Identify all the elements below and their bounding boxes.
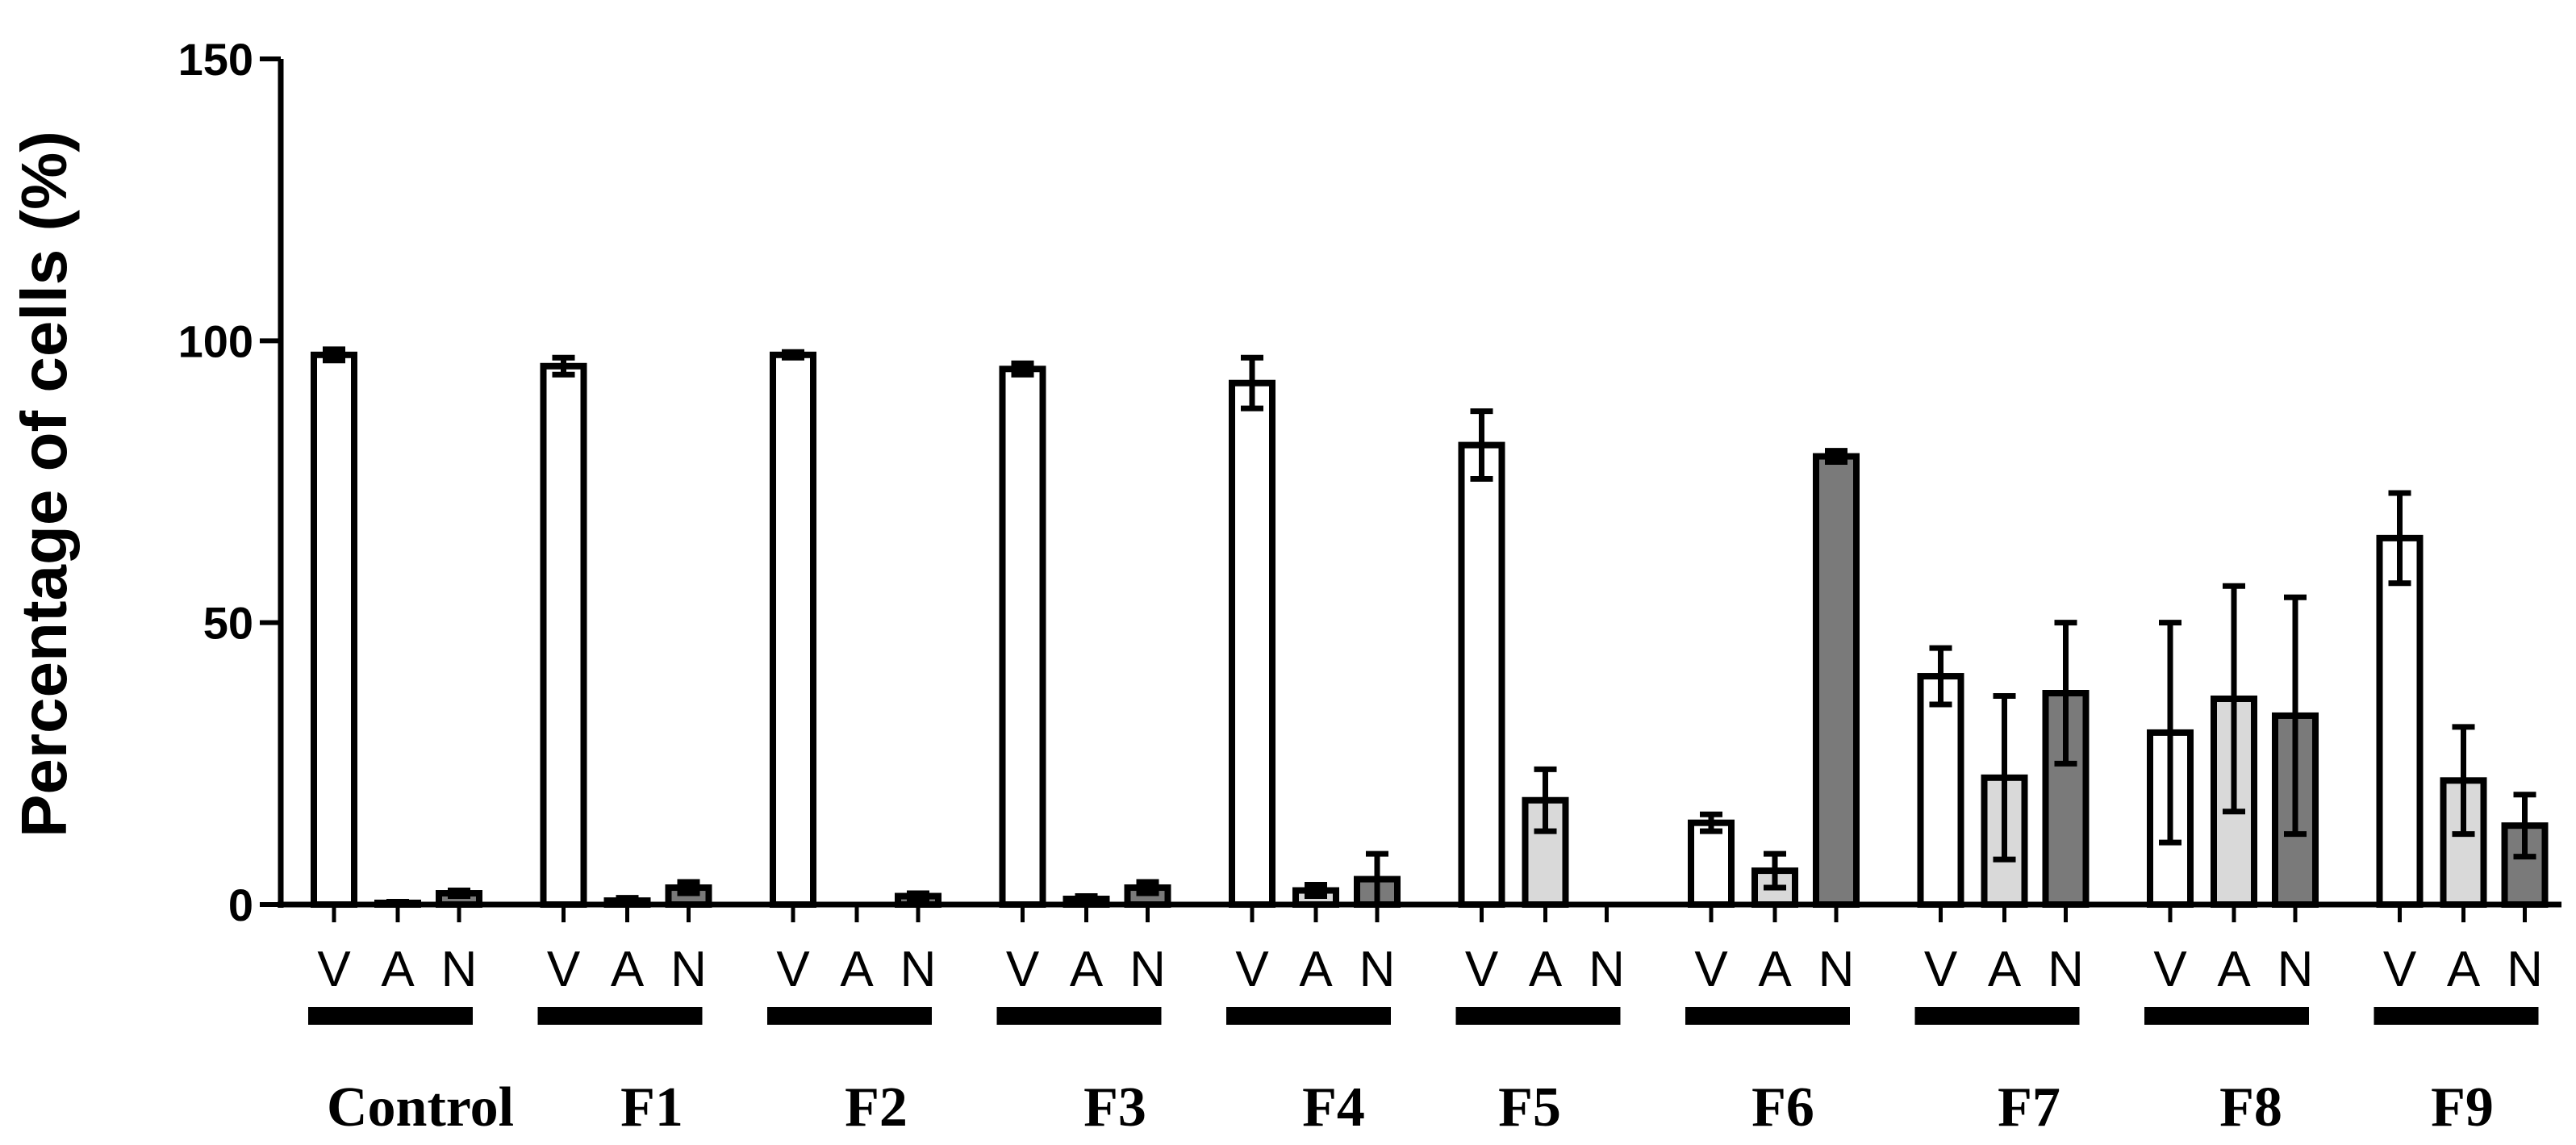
bar-v [2376,534,2424,908]
sub-label-a: A [2217,942,2251,997]
sub-label-v: V [2153,942,2187,997]
sub-label-n: N [2048,942,2084,997]
bar-v [311,351,357,908]
y-tick-label: 150 [178,34,253,85]
group-label: F8 [2219,1076,2282,1139]
sub-label-n: N [1818,942,1855,997]
bar-a [1522,796,1569,908]
sub-label-n: N [441,942,478,997]
bar-v [540,362,587,909]
sub-label-a: A [2447,942,2481,997]
group-underline [537,1007,703,1025]
bar-v [1917,673,1964,908]
bar-n [1813,453,1860,908]
group-underline [2374,1007,2539,1025]
bar-v [1458,441,1505,908]
sub-label-n: N [1129,942,1166,997]
y-tick-label: 0 [228,880,253,930]
group-underline [767,1007,932,1025]
y-tick-label: 100 [178,316,253,366]
sub-label-v: V [776,942,810,997]
sub-label-v: V [1465,942,1499,997]
sub-label-n: N [1359,942,1396,997]
sub-label-n: N [2507,942,2543,997]
bar-n [2501,822,2549,908]
sub-label-n: N [1589,942,1625,997]
sub-label-n: N [670,942,707,997]
group-underline [2144,1007,2309,1025]
sub-label-a: A [611,942,645,997]
group-underline [1914,1007,2080,1025]
sub-label-v: V [1235,942,1269,997]
sub-label-v: V [2383,942,2417,997]
group-label: F1 [620,1076,683,1139]
bar-v [1229,379,1275,908]
group-label: F6 [1751,1076,1814,1139]
group-underline [996,1007,1162,1025]
group-label: Control [327,1076,514,1139]
sub-label-a: A [1758,942,1792,997]
group-label: F3 [1083,1076,1146,1139]
sub-label-v: V [1694,942,1728,997]
group-label: F7 [1998,1076,2060,1139]
group-underline [308,1007,473,1025]
group-label: F9 [2431,1076,2494,1139]
sub-label-a: A [1070,942,1104,997]
sub-label-a: A [1529,942,1563,997]
bar-v [770,351,816,908]
y-axis-label: Percentage of cells (%) [8,131,80,838]
sub-label-a: A [1299,942,1333,997]
sub-label-v: V [1006,942,1040,997]
sub-label-a: A [381,942,415,997]
group-label: F5 [1498,1076,1561,1139]
axes: 0 50 100 150 [178,34,2561,930]
sub-label-n: N [900,942,937,997]
sub-label-v: V [547,942,581,997]
group-label: F2 [845,1076,908,1139]
group-underline [1685,1007,1850,1025]
bar-v [1688,819,1735,909]
sub-label-v: V [1924,942,1958,997]
bar-v [999,366,1046,908]
sub-label-n: N [2277,942,2314,997]
group-label: F4 [1302,1076,1365,1139]
sub-label-a: A [840,942,874,997]
y-tick-label: 50 [203,598,253,649]
sub-label-a: A [1988,942,2022,997]
group-underline [1226,1007,1391,1025]
group-underline [1455,1007,1621,1025]
bars [311,346,2549,909]
sub-label-v: V [317,942,351,997]
